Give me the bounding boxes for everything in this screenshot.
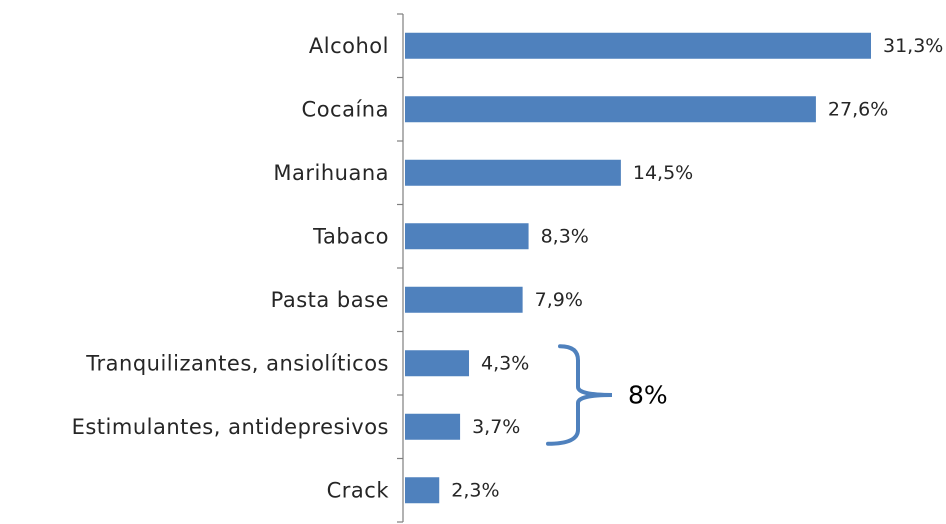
bar-7 bbox=[405, 477, 440, 504]
group-annotation-label: 8% bbox=[628, 381, 668, 410]
annotation-layer: 8% bbox=[546, 344, 668, 446]
label-layer: Alcohol 31,3% Cocaína 27,6% Marihuana 14,5% Ta… bbox=[72, 34, 944, 503]
group-brace bbox=[546, 344, 613, 446]
value-label: 2,3% bbox=[451, 479, 499, 501]
category-label: Tranquilizantes, ansiolíticos bbox=[85, 351, 389, 375]
category-label: Alcohol bbox=[309, 34, 389, 58]
axis-layer bbox=[397, 13, 404, 523]
category-label: Marihuana bbox=[273, 161, 389, 185]
bar-3 bbox=[405, 223, 529, 250]
category-label: Tabaco bbox=[312, 224, 389, 248]
category-label: Pasta base bbox=[271, 288, 389, 312]
value-label: 14,5% bbox=[633, 162, 693, 184]
category-label: Cocaína bbox=[302, 97, 389, 121]
category-label: Crack bbox=[327, 478, 390, 502]
category-label: Estimulantes, antidepresivos bbox=[72, 415, 389, 439]
bar-6 bbox=[405, 413, 461, 440]
bar-layer bbox=[405, 32, 871, 504]
value-label: 3,7% bbox=[472, 416, 520, 438]
bar-2 bbox=[405, 159, 621, 186]
value-label: 7,9% bbox=[535, 289, 583, 311]
value-label: 31,3% bbox=[883, 35, 943, 57]
value-label: 8,3% bbox=[541, 225, 589, 247]
bar-0 bbox=[405, 32, 871, 59]
bar-1 bbox=[405, 96, 816, 123]
value-label: 27,6% bbox=[828, 98, 888, 120]
bar-4 bbox=[405, 286, 523, 313]
bar-5 bbox=[405, 350, 470, 377]
value-label: 4,3% bbox=[481, 352, 529, 374]
